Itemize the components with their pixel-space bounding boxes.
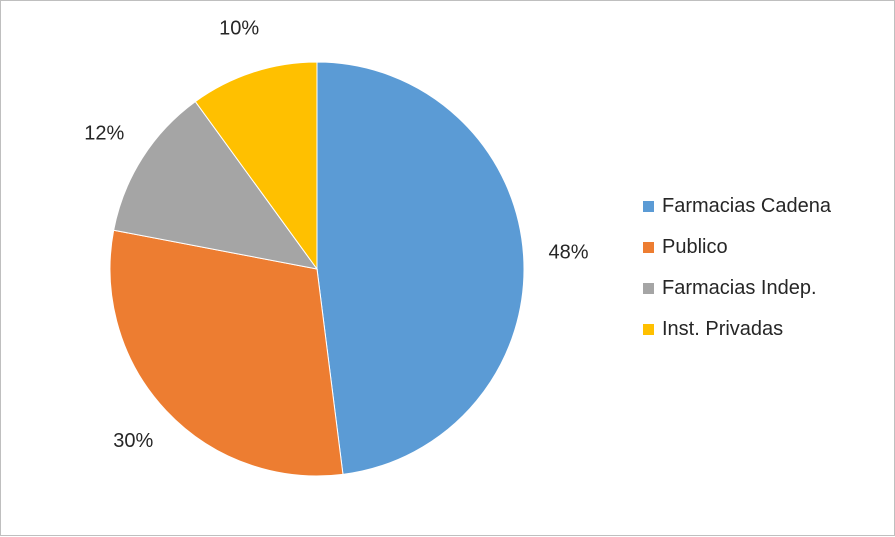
- legend-label: Publico: [662, 235, 728, 258]
- data-label: 30%: [113, 430, 153, 452]
- pie-slice-inst-privadas: [194, 61, 318, 271]
- pie-slice-publico: [109, 229, 344, 477]
- data-label: 10%: [219, 18, 259, 40]
- legend-item-farmacias-indep: Farmacias Indep.: [643, 276, 831, 300]
- legend-swatch: [643, 282, 654, 294]
- legend-item-farmacias-cadena: Farmacias Cadena: [643, 194, 831, 218]
- pie-slice-farmacias-cadena: [316, 61, 525, 475]
- pie-slice-farmacias-indep: [113, 100, 319, 270]
- legend-swatch: [643, 200, 654, 212]
- data-label: 48%: [548, 241, 588, 263]
- legend-label: Inst. Privadas: [662, 317, 784, 340]
- legend-label: Farmacias Indep.: [662, 276, 817, 299]
- legend: Farmacias Cadena Publico Farmacias Indep…: [643, 194, 831, 358]
- pie-slices: [109, 61, 525, 477]
- data-label: 12%: [84, 122, 124, 144]
- legend-item-inst-privadas: Inst. Privadas: [643, 317, 831, 341]
- legend-swatch: [643, 323, 654, 335]
- legend-swatch: [643, 241, 654, 253]
- pie-data-labels: 48% 30% 12% 10%: [84, 18, 589, 452]
- legend-item-publico: Publico: [643, 235, 831, 259]
- legend-label: Farmacias Cadena: [662, 194, 831, 217]
